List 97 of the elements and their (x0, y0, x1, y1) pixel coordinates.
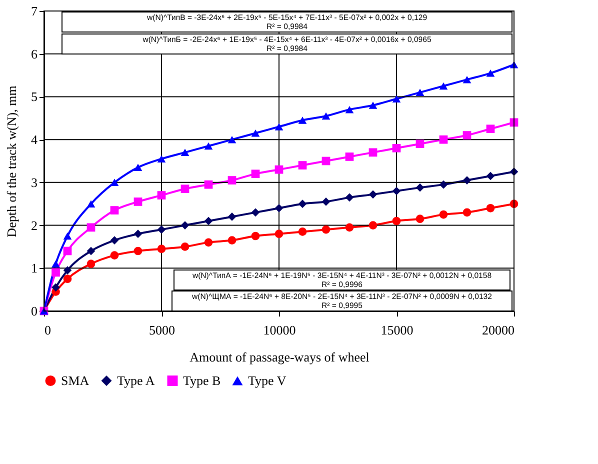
x-tick-label: 10000 (263, 322, 296, 338)
point (86, 246, 96, 256)
point (368, 190, 378, 199)
point (322, 156, 330, 166)
point (439, 210, 448, 219)
point (63, 246, 72, 256)
point (52, 260, 60, 268)
point (298, 200, 307, 208)
point (157, 155, 166, 162)
point (180, 242, 190, 251)
point (462, 208, 472, 217)
point (416, 183, 424, 192)
x-tick-label: 0 (44, 322, 51, 338)
point (322, 112, 330, 120)
point (486, 70, 495, 77)
point (110, 206, 119, 214)
point (274, 230, 284, 238)
point (274, 204, 284, 212)
point (228, 176, 236, 184)
point (228, 236, 236, 244)
point (86, 223, 96, 232)
point (180, 184, 190, 194)
y-tick-label: 1 (31, 260, 38, 276)
point (63, 274, 72, 284)
point (439, 135, 448, 144)
point (392, 95, 401, 102)
x-axis-title: Amount of passage-ways of wheel (190, 350, 370, 364)
point (462, 76, 472, 84)
point (274, 123, 284, 130)
point (63, 232, 72, 240)
point (251, 208, 260, 217)
point (439, 82, 448, 90)
y-tick-label: 5 (31, 89, 38, 104)
point (392, 144, 401, 152)
point (392, 186, 401, 196)
point (298, 228, 307, 236)
point (416, 140, 424, 148)
point (86, 200, 96, 208)
x-tick-label: 5000 (149, 322, 175, 338)
y-tick-label: 7 (31, 4, 38, 18)
point (110, 236, 119, 244)
point (228, 212, 236, 221)
point (134, 164, 142, 172)
point (486, 124, 495, 134)
x-tick-label: 20000 (482, 322, 514, 338)
point (52, 283, 60, 292)
y-tick-label: 3 (31, 174, 38, 190)
x-tick-label: 15000 (380, 322, 414, 338)
point (322, 198, 330, 206)
point (157, 191, 166, 200)
point (345, 152, 354, 161)
point (204, 238, 213, 247)
point (368, 102, 378, 109)
point (251, 130, 260, 137)
point (63, 266, 72, 274)
point (86, 260, 96, 268)
y-axis-title: Depth of the track w(N), mm (4, 86, 19, 238)
point (298, 161, 307, 170)
point (486, 204, 495, 212)
legend-label: Type V (248, 372, 287, 388)
point (368, 221, 378, 230)
point (134, 230, 142, 238)
point (180, 148, 190, 156)
point (345, 106, 354, 114)
point (204, 216, 213, 226)
point (462, 131, 472, 140)
y-tick-label: 0 (31, 304, 38, 318)
point (228, 136, 236, 144)
point (274, 165, 284, 174)
point (180, 221, 190, 230)
legend-label: Type A (117, 372, 156, 388)
point (52, 268, 60, 277)
point (416, 214, 424, 224)
point (298, 116, 307, 124)
y-tick-label: 2 (31, 218, 38, 233)
point (462, 176, 472, 184)
point (251, 232, 260, 240)
y-tick-label: 4 (31, 132, 38, 148)
point (416, 88, 424, 96)
point (345, 193, 354, 202)
point (204, 180, 213, 189)
point (134, 246, 142, 256)
point (439, 180, 448, 189)
point (392, 216, 401, 226)
point (110, 251, 119, 260)
point (368, 148, 378, 157)
point (134, 198, 142, 206)
point (157, 225, 166, 234)
legend-label: Type B (183, 372, 222, 388)
point (251, 170, 260, 178)
point (322, 225, 330, 234)
point (486, 172, 495, 180)
legend-label: SMA (61, 372, 90, 388)
y-tick-label: 6 (31, 46, 38, 62)
point (345, 223, 354, 232)
point (204, 142, 213, 150)
point (157, 244, 166, 254)
